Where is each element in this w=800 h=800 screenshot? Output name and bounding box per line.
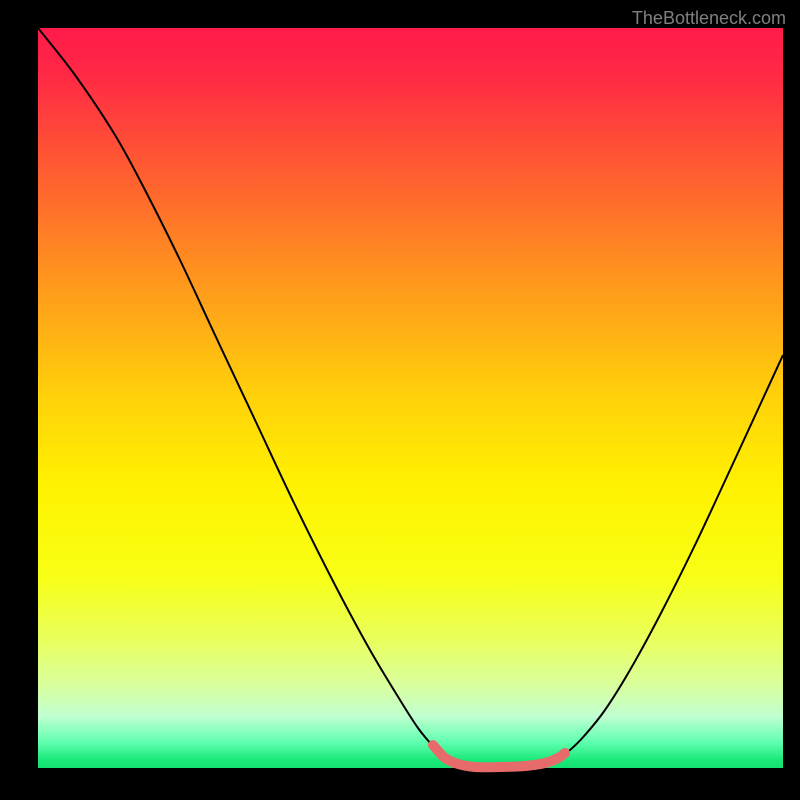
plot-background [38,28,783,768]
chart-container: TheBottleneck.com [0,0,800,800]
optimal-range-end-marker [560,748,570,758]
watermark: TheBottleneck.com [632,8,786,29]
chart-svg [0,0,800,800]
optimal-range-start-marker [429,741,437,749]
